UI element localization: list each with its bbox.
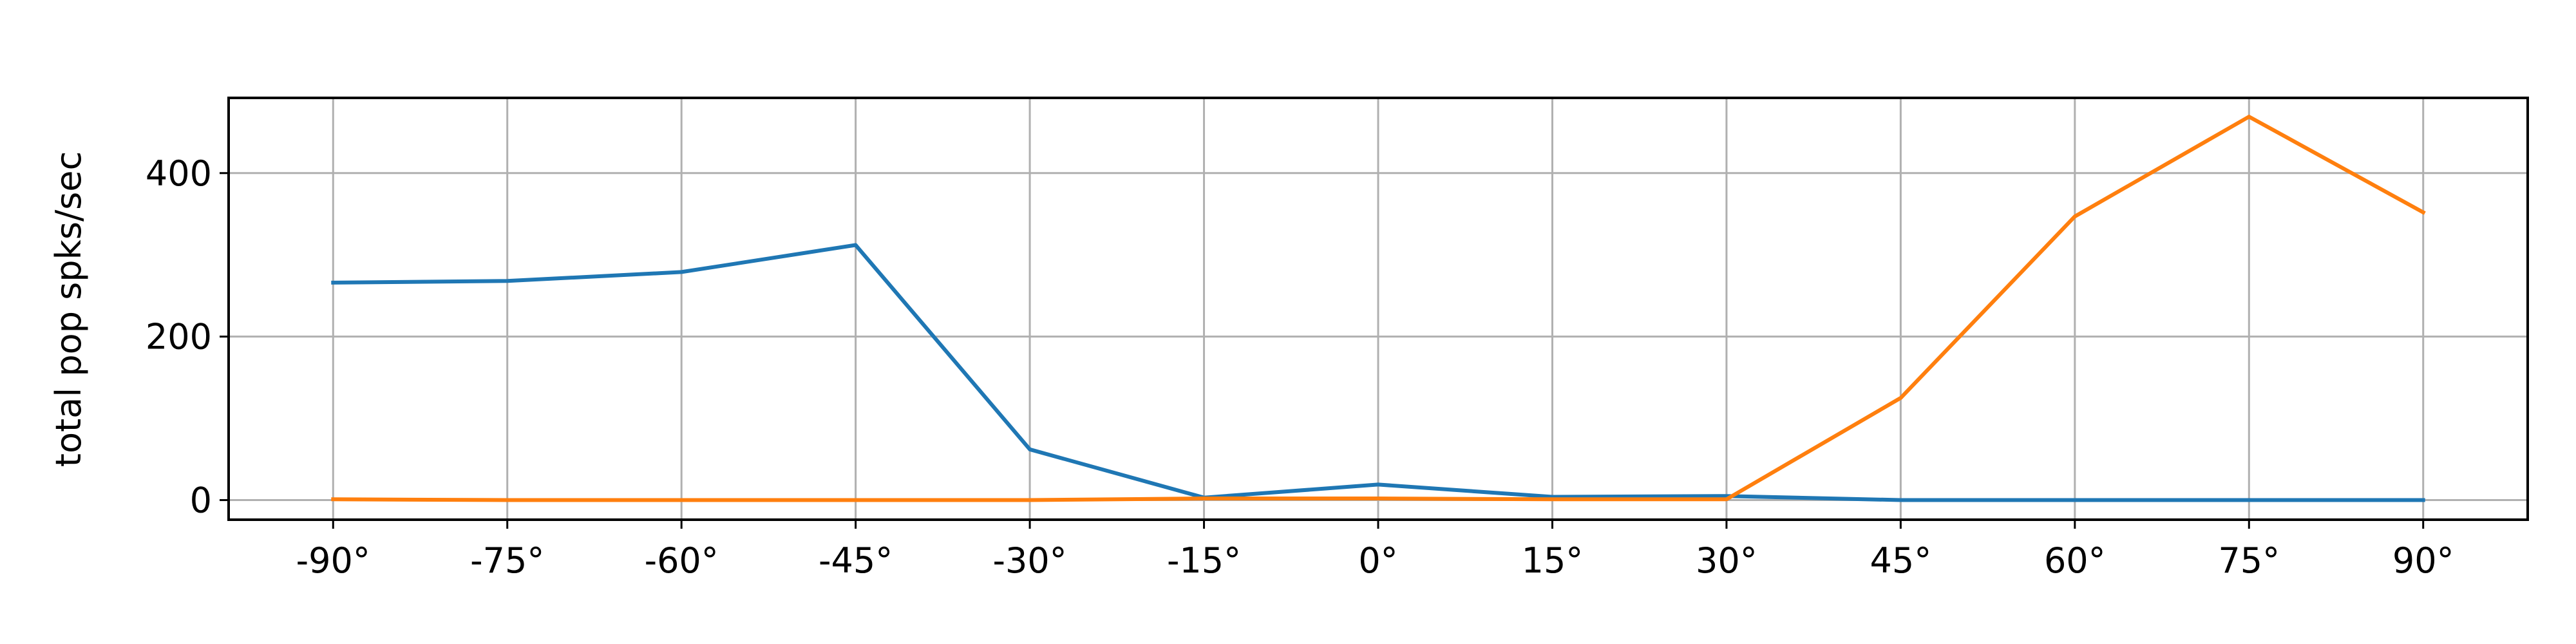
- x-tick-label: 60°: [2044, 540, 2106, 581]
- y-tick-label: 200: [146, 317, 212, 357]
- x-tick-label: 75°: [2218, 540, 2280, 581]
- axis-ticks: -90° -75° -60° -45° -30° -15° 0° 15° 30° 45° 60° 75…: [146, 153, 2454, 581]
- x-tick-label: 30°: [1696, 540, 1757, 581]
- x-tick-label: -60°: [645, 540, 719, 581]
- series-line-2: [331, 115, 2426, 502]
- x-tick-label: 45°: [1870, 540, 1932, 581]
- grid: [229, 98, 2528, 520]
- y-tick-label: 0: [190, 480, 212, 521]
- y-tick-label: 400: [146, 153, 212, 194]
- x-tick-label: 90°: [2392, 540, 2454, 581]
- x-tick-label: 0°: [1358, 540, 1397, 581]
- x-tick-label: -45°: [819, 540, 893, 581]
- series-lines: [331, 115, 2426, 502]
- x-tick-label: -75°: [470, 540, 544, 581]
- x-tick-label: -15°: [1167, 540, 1241, 581]
- x-tick-label: -30°: [992, 540, 1066, 581]
- x-tick-label: 15°: [1522, 540, 1584, 581]
- y-axis-label: total pop spks/sec: [48, 151, 89, 467]
- x-tick-label: -90°: [296, 540, 370, 581]
- series-line-1: [331, 243, 2425, 502]
